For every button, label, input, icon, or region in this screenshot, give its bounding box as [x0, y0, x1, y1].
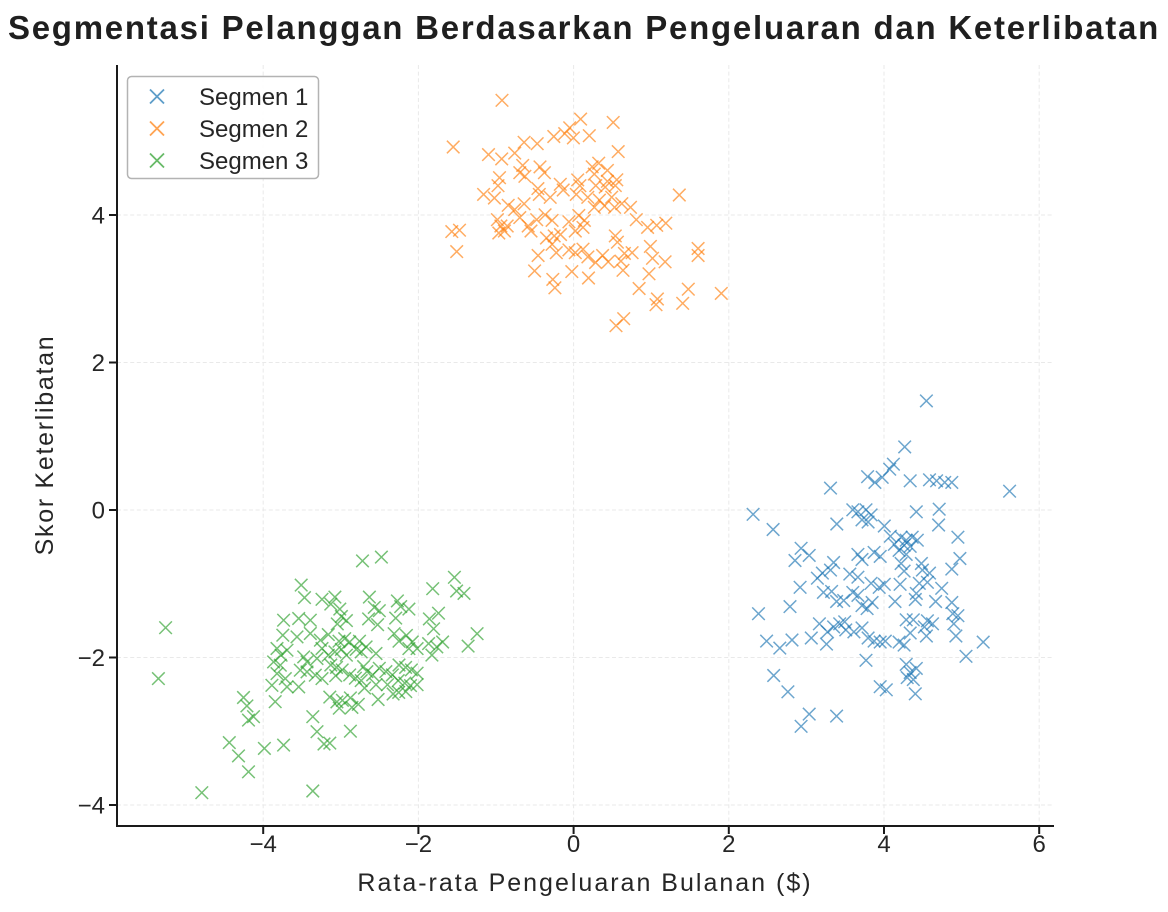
- svg-text:2: 2: [92, 350, 105, 377]
- svg-text:−2: −2: [405, 831, 432, 858]
- svg-text:Segmentasi Pelanggan Berdasark: Segmentasi Pelanggan Berdasarkan Pengelu…: [8, 9, 1160, 46]
- svg-text:Rata-rata Pengeluaran Bulanan: Rata-rata Pengeluaran Bulanan ($): [357, 869, 812, 897]
- svg-text:2: 2: [722, 831, 735, 858]
- svg-text:−4: −4: [78, 793, 105, 820]
- svg-text:Skor Keterlibatan: Skor Keterlibatan: [31, 335, 59, 556]
- svg-text:4: 4: [877, 831, 890, 858]
- svg-text:−2: −2: [78, 645, 105, 672]
- svg-text:Segmen 2: Segmen 2: [199, 116, 308, 143]
- svg-text:4: 4: [92, 203, 105, 230]
- svg-text:6: 6: [1033, 831, 1046, 858]
- svg-text:Segmen 1: Segmen 1: [199, 84, 308, 111]
- svg-text:Segmen 3: Segmen 3: [199, 148, 308, 175]
- svg-text:−4: −4: [250, 831, 277, 858]
- svg-text:0: 0: [92, 498, 105, 525]
- svg-text:0: 0: [567, 831, 580, 858]
